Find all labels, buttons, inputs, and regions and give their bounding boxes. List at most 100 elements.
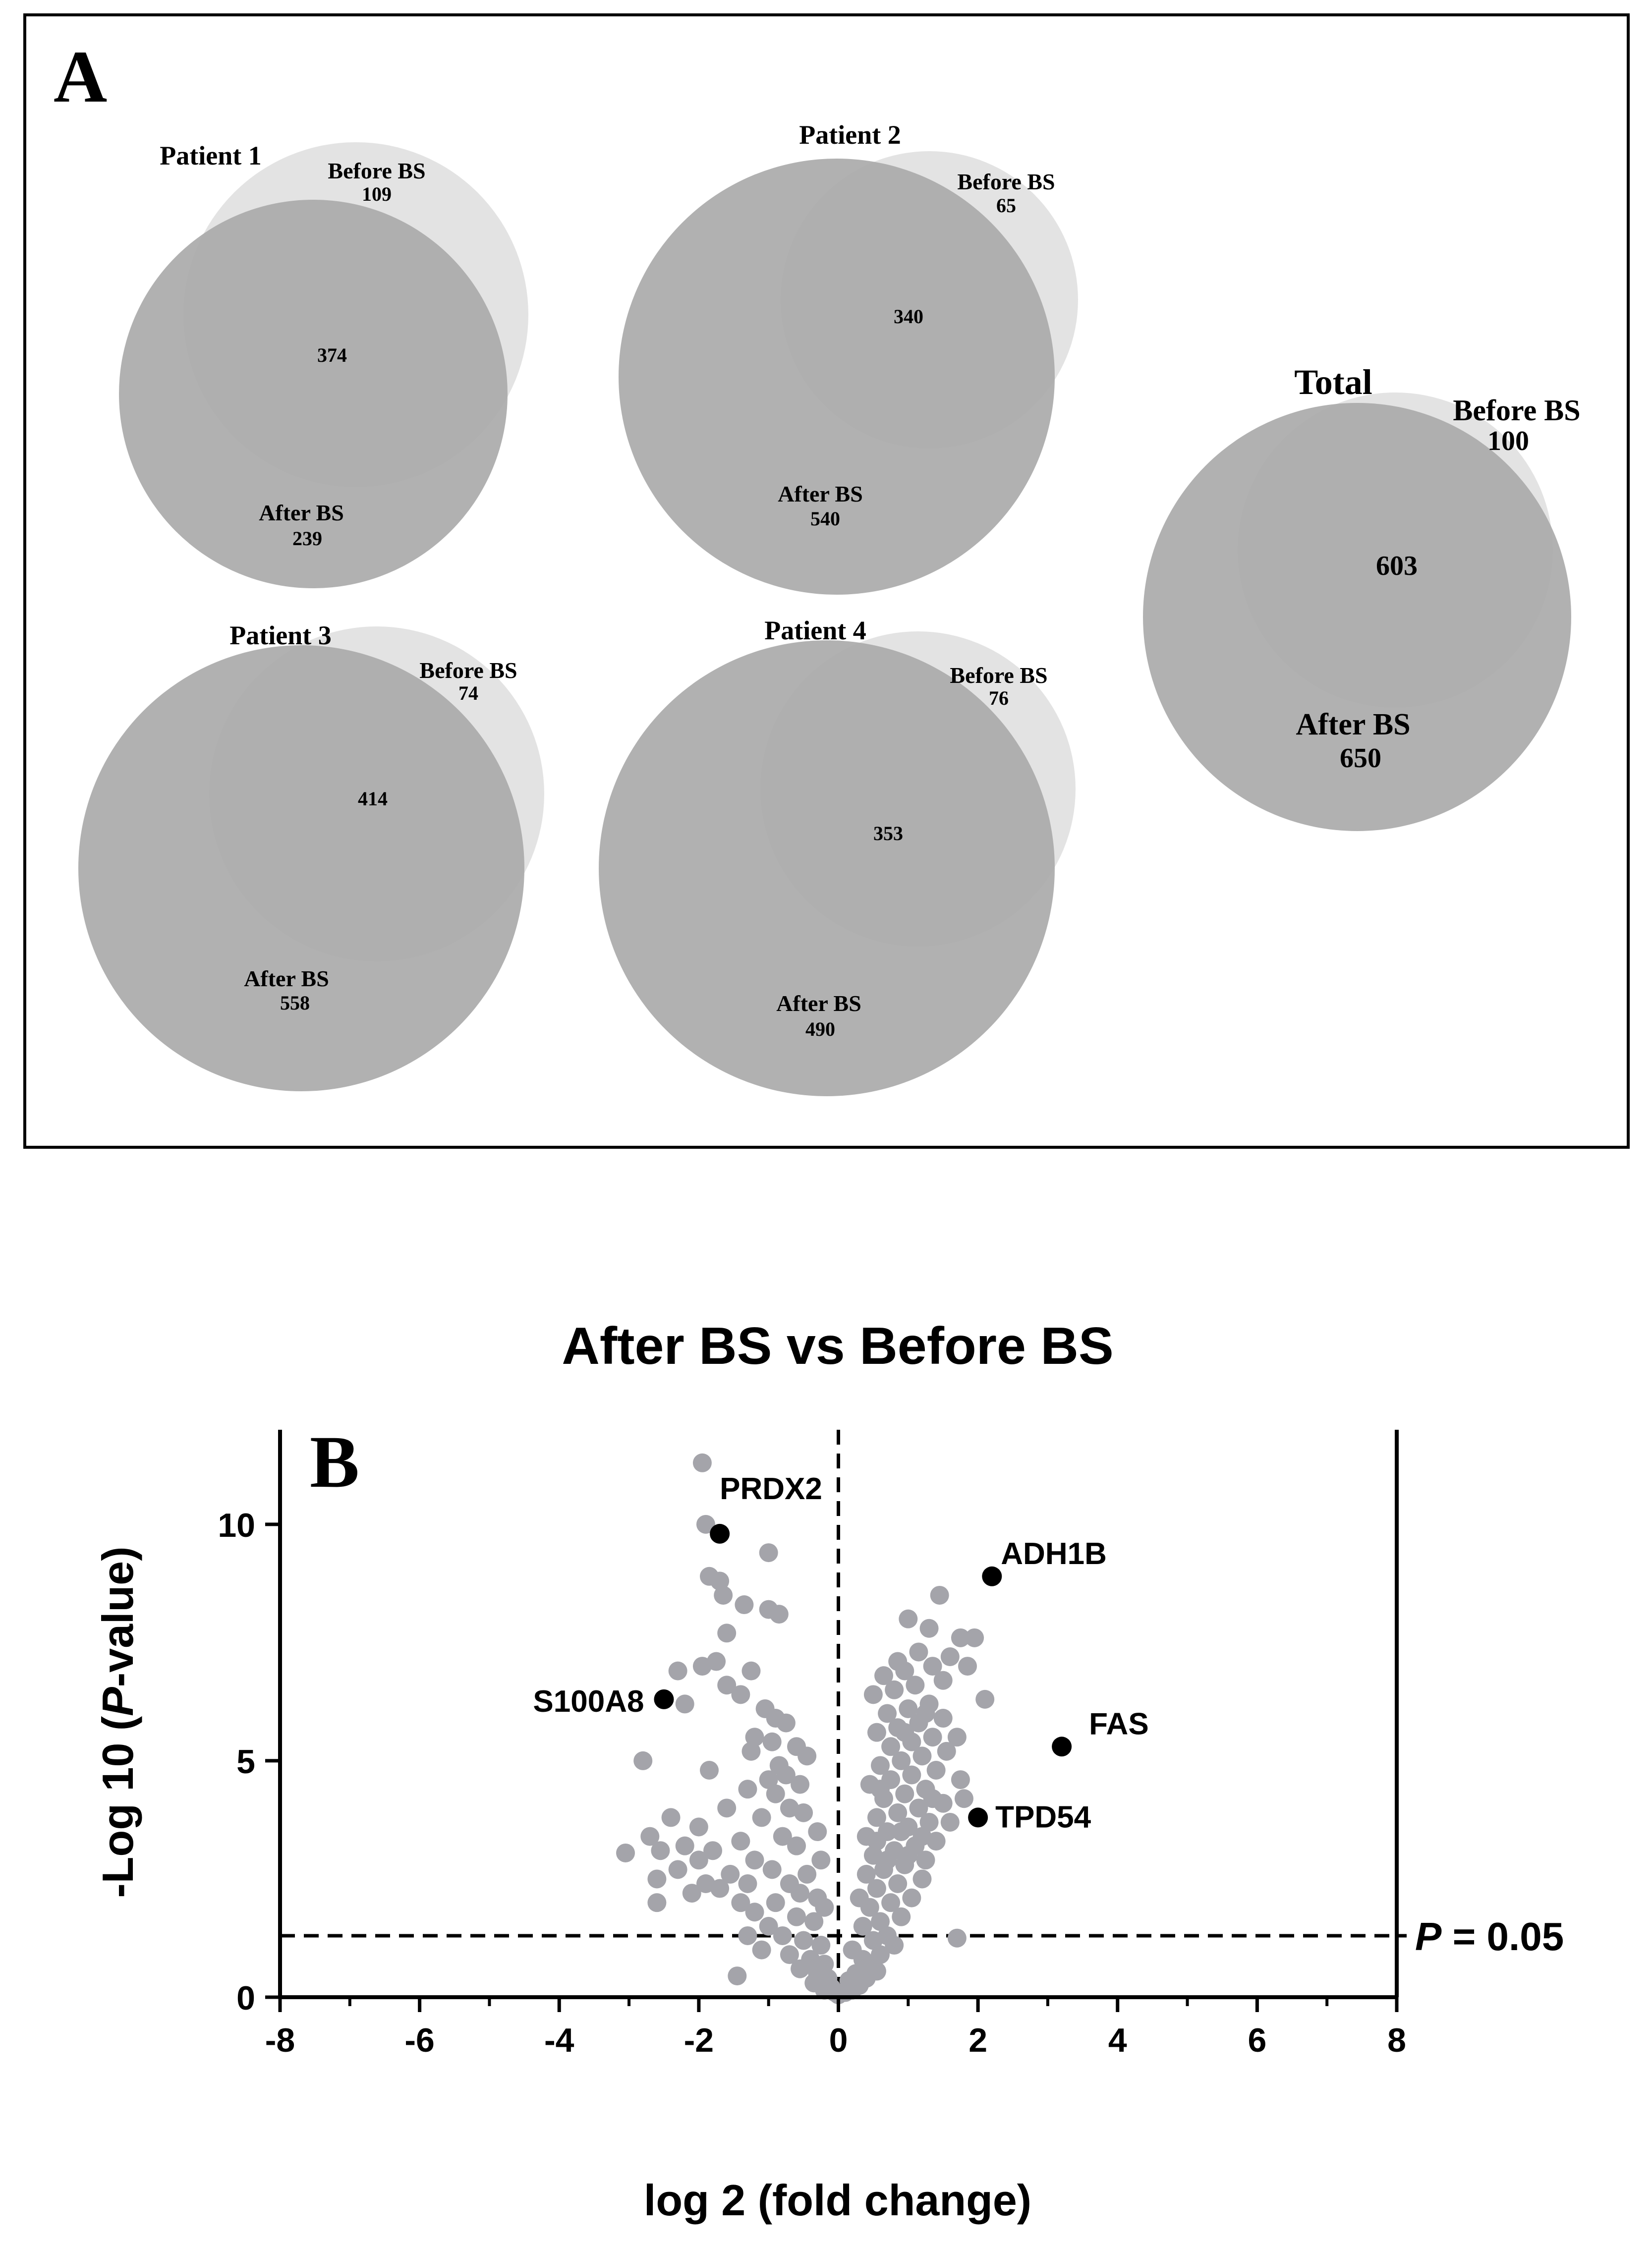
x-tick-label: 2: [968, 2021, 987, 2059]
data-point: [870, 1780, 890, 1799]
data-point: [867, 1879, 886, 1898]
x-tick-label: 8: [1387, 2021, 1406, 2059]
data-point: [902, 1765, 921, 1785]
data-point: [870, 1945, 890, 1964]
panel-a: A Patient 1 Before BS 109 374 After BS 2…: [23, 13, 1630, 1149]
venn-after-circle: [599, 640, 1055, 1096]
data-point: [752, 1940, 771, 1960]
threshold-p-italic: P: [1415, 1914, 1442, 1959]
data-point: [923, 1789, 942, 1808]
data-point: [668, 1860, 687, 1879]
data-points: [616, 1453, 995, 2005]
data-point: [958, 1657, 977, 1676]
venn-before-value: 76: [989, 687, 1009, 709]
data-point: [759, 1543, 778, 1563]
x-tick-label: 6: [1248, 2021, 1266, 2059]
venn-before-label: Before BS: [1453, 394, 1580, 427]
data-point: [912, 1746, 932, 1766]
reference-lines: [280, 1430, 1407, 1997]
data-point: [878, 1851, 897, 1870]
data-point: [714, 1585, 733, 1605]
data-point: [912, 1827, 932, 1846]
venn-title: Total: [1294, 362, 1372, 402]
venn-after-value: 650: [1340, 743, 1381, 774]
data-point: [878, 1926, 897, 1945]
venn-overlap-value: 603: [1376, 551, 1418, 581]
data-point: [899, 1699, 918, 1718]
panel-a-label: A: [54, 36, 107, 118]
data-point: [874, 1666, 894, 1685]
venn-before-value: 74: [458, 682, 478, 704]
data-point: [933, 1709, 953, 1728]
data-point: [738, 1780, 757, 1799]
data-point: [762, 1732, 782, 1751]
venn-patient-4: Patient 4 Before BS 76 353 After BS 490: [599, 616, 1076, 1096]
data-point: [951, 1770, 970, 1790]
x-tick-label: 0: [829, 2021, 848, 2059]
data-point: [888, 1803, 908, 1822]
data-point: [867, 1723, 886, 1742]
data-point: [731, 1893, 750, 1912]
data-point: [776, 1765, 796, 1785]
highlighted-point: [1052, 1737, 1072, 1757]
data-point: [895, 1784, 914, 1803]
data-point: [745, 1851, 764, 1870]
data-point: [878, 1704, 897, 1723]
venn-after-label: After BS: [776, 991, 861, 1016]
venn-after-label: After BS: [244, 966, 329, 991]
data-point: [923, 1728, 942, 1747]
y-label-p-italic: P: [93, 1687, 142, 1716]
venn-after-value: 239: [292, 527, 322, 550]
data-point: [850, 1888, 869, 1907]
data-point: [738, 1926, 757, 1945]
highlighted-points: PRDX2 ADH1B S100A8 FAS TPD54: [533, 1472, 1148, 1835]
data-point: [717, 1798, 737, 1818]
panel-a-border: [23, 13, 1630, 1149]
highlighted-point: [710, 1523, 730, 1544]
data-point: [745, 1903, 764, 1922]
data-point: [633, 1751, 653, 1770]
data-point: [892, 1907, 911, 1926]
point-label: PRDX2: [720, 1472, 822, 1506]
venn-patient-1: Patient 1 Before BS 109 374 After BS 239: [119, 141, 528, 588]
data-point: [741, 1661, 761, 1681]
y-tick-label: 5: [236, 1743, 255, 1781]
y-label-part-1: -Log 10 (: [93, 1716, 142, 1898]
point-label: S100A8: [533, 1684, 644, 1719]
y-tick-label: 10: [218, 1507, 255, 1544]
venn-before-value: 100: [1487, 426, 1529, 456]
data-point: [947, 1928, 967, 1948]
data-point: [881, 1893, 901, 1912]
data-point: [728, 1966, 747, 1986]
data-point: [647, 1893, 667, 1912]
data-point: [870, 1756, 890, 1775]
data-point: [919, 1619, 939, 1638]
data-point: [769, 1605, 789, 1624]
point-label: FAS: [1089, 1707, 1149, 1741]
data-point: [759, 1770, 778, 1790]
venn-overlap-value: 340: [894, 305, 923, 328]
venn-after-circle: [619, 159, 1055, 595]
data-point: [930, 1585, 949, 1605]
data-point: [867, 1808, 886, 1827]
data-point: [699, 1761, 719, 1780]
data-point: [668, 1661, 687, 1681]
data-point: [689, 1817, 708, 1837]
data-point: [919, 1812, 939, 1832]
data-point: [776, 1713, 796, 1733]
y-axis-label: -Log 10 (P-value): [93, 1547, 142, 1898]
data-point: [731, 1685, 750, 1704]
data-point: [798, 1746, 817, 1766]
data-point: [885, 1680, 904, 1699]
venn-patient-3: Patient 3 Before BS 74 414 After BS 558: [78, 620, 544, 1091]
data-point: [661, 1808, 681, 1827]
data-point: [863, 1685, 883, 1704]
data-point: [717, 1624, 737, 1643]
data-point: [853, 1916, 872, 1936]
data-point: [798, 1864, 817, 1884]
venn-overlap-value: 353: [873, 822, 903, 844]
data-point: [975, 1689, 995, 1709]
data-point: [951, 1628, 970, 1647]
data-point: [707, 1652, 726, 1671]
